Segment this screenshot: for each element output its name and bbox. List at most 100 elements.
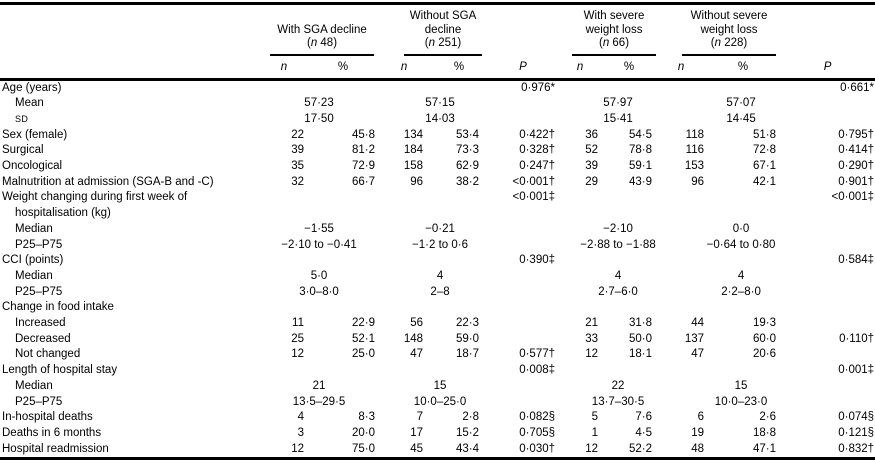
- pct-cell: 20·6: [753, 348, 777, 361]
- n-cell: 22: [291, 128, 304, 141]
- group-label-line: weight loss: [585, 23, 643, 36]
- n-cell: 116: [685, 144, 705, 157]
- row-label-line: Not changed: [15, 348, 81, 361]
- span-value-cell: 57·97: [603, 97, 633, 110]
- p-value-cell: 0·901†: [838, 175, 875, 188]
- row-label-line: Length of hospital stay: [2, 364, 118, 377]
- n-cell: 32: [291, 175, 304, 188]
- table-row: Mean 57·23 57·15 57·97 57·07: [0, 96, 875, 112]
- n-cell: 1: [591, 426, 599, 439]
- pct-cell: 7·6: [635, 411, 653, 424]
- n-cell: 48: [691, 442, 705, 455]
- p-value-cell: 0·121§: [838, 426, 875, 439]
- percent-column-header: %: [706, 55, 781, 81]
- row-label: Deaths in 6 months: [0, 426, 260, 442]
- table-row: Not changed 12 25·0 47 18·7 0·577† 12 18·1 47 20·…: [0, 347, 875, 363]
- span-value-cell: 57·15: [425, 97, 455, 110]
- span-value-cell: [558, 190, 656, 221]
- n-cell: 39: [291, 144, 304, 157]
- p-value-column-header: P: [780, 55, 875, 81]
- table-row: P25–P75 3·0–8·0 2–8 2·7–6·0 2·2–8·0: [0, 285, 875, 301]
- n-cell: 134: [403, 128, 424, 141]
- table-row: CCI (points) 0·390‡ 0·584‡: [0, 253, 875, 269]
- p-value-cell: [488, 300, 558, 316]
- p-value-cell: 0·976*: [521, 81, 556, 94]
- group-label-line: decline: [424, 23, 462, 36]
- table-row: Change in food intake: [0, 300, 875, 316]
- span-value-cell: [260, 79, 378, 96]
- table-row: P25–P75 −2·10 to −0·41 −1·2 to 0·6 −2·88 to…: [0, 238, 875, 254]
- column-group-header: Without SGA decline (n 251): [378, 4, 488, 56]
- table-row: Sex (female) 22 45·8 134 53·4 0·422† 36 54·5 118…: [0, 128, 875, 144]
- group-count-line: (n 251): [424, 37, 462, 49]
- n-cell: 5: [591, 411, 599, 424]
- span-value-cell: 2·2–8·0: [721, 285, 761, 298]
- n-column-header: n: [378, 55, 431, 81]
- n-cell: 35: [291, 160, 304, 173]
- row-label-line: Malnutrition at admission (SGA-B and -C): [2, 175, 214, 188]
- p-value-cell: <0·001†: [512, 175, 556, 188]
- p-value-cell: [780, 238, 875, 254]
- row-label: P25–P75: [0, 238, 260, 254]
- p-value-cell: 0·001‡: [838, 364, 875, 377]
- group-label-line: Without severe: [690, 10, 768, 22]
- pct-cell: 66·7: [351, 175, 376, 188]
- n-cell: 12: [291, 442, 304, 455]
- span-value-cell: [656, 190, 780, 221]
- row-label-line: Decreased: [15, 332, 71, 345]
- pct-cell: 8·3: [358, 411, 376, 424]
- row-label: Age (years): [0, 79, 260, 96]
- row-label: CCI (points): [0, 253, 260, 269]
- span-value-cell: 17·50: [304, 112, 334, 125]
- n-cell: 36: [585, 128, 599, 141]
- row-label: Length of hospital stay: [0, 363, 260, 379]
- p-value-cell: [488, 96, 558, 112]
- row-label-line: Weight changing during first week of: [2, 191, 188, 204]
- pct-cell: 18·7: [455, 348, 480, 361]
- n-cell: 148: [403, 332, 424, 345]
- group-count-line: (n 48): [306, 37, 338, 49]
- pct-cell: 43·4: [455, 442, 480, 455]
- p-value-cell: [780, 112, 875, 128]
- table-row: Median −1·55 −0·21 −2·10 0·0: [0, 222, 875, 238]
- span-value-cell: [260, 190, 378, 221]
- row-label: Hospital readmission: [0, 442, 260, 459]
- p-value-cell: [488, 269, 558, 285]
- pct-cell: 2·6: [759, 411, 777, 424]
- pct-cell: 31·8: [628, 317, 653, 330]
- pct-cell: 22·9: [351, 317, 376, 330]
- pct-cell: 73·3: [455, 144, 480, 157]
- row-label-line: Mean: [15, 97, 44, 110]
- pct-cell: 52·2: [628, 442, 653, 455]
- pct-cell: 43·9: [628, 175, 653, 188]
- span-value-cell: −2·10 to −0·41: [281, 238, 357, 251]
- group-count-line: (n 66): [598, 37, 630, 49]
- p-value-cell: 0·422†: [519, 128, 556, 141]
- n-cell: 12: [585, 442, 599, 455]
- p-value-cell: [780, 300, 875, 316]
- n-cell: 45: [410, 442, 424, 455]
- p-value-cell: 0·074§: [838, 411, 875, 424]
- p-value-cell: [488, 238, 558, 254]
- table-row: Oncological 35 72·9 158 62·9 0·247† 39 59·1 153 6…: [0, 159, 875, 175]
- span-value-cell: −2·10: [603, 222, 633, 235]
- n-cell: 3: [297, 426, 304, 439]
- n-cell: 96: [410, 175, 424, 188]
- n-cell: 21: [585, 317, 599, 330]
- p-value-cell: 0·290†: [838, 160, 875, 173]
- p-value-cell: [488, 379, 558, 395]
- p-value-cell: [780, 395, 875, 411]
- percent-column-header: %: [602, 55, 657, 81]
- row-label: P25–P75: [0, 395, 260, 411]
- span-value-cell: [378, 363, 488, 379]
- blank-header-cell: [0, 55, 260, 81]
- p-value-cell: [780, 347, 875, 363]
- p-value-cell: [780, 379, 875, 395]
- p-value-cell: 0·030†: [519, 442, 556, 455]
- group-count-line: (n 228): [710, 37, 748, 49]
- group-label-line: With severe: [583, 10, 645, 22]
- n-cell: 52: [585, 144, 599, 157]
- p-value-cell: [780, 285, 875, 301]
- p-value-cell: [780, 96, 875, 112]
- span-value-cell: 13·7–30·5: [591, 395, 645, 408]
